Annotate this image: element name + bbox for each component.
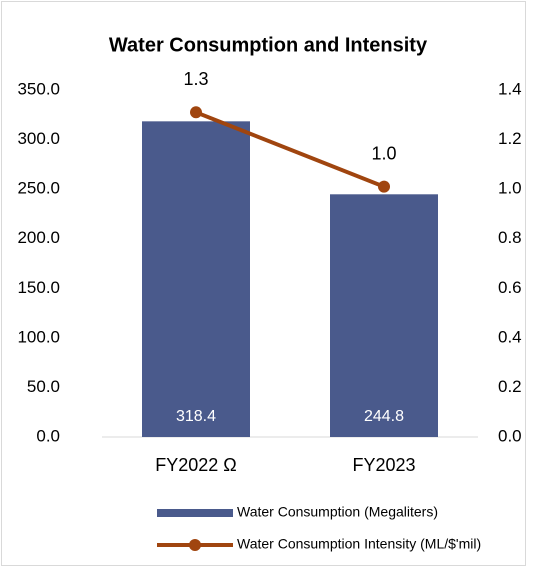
y-tick-label: 0.0 — [36, 426, 60, 445]
bar-value-label: 244.8 — [364, 408, 404, 425]
chart-title: Water Consumption and Intensity — [109, 34, 428, 56]
x-tick-label: FY2023 — [352, 455, 415, 475]
y2-tick-label: 1.4 — [498, 79, 522, 98]
y-tick-label: 200.0 — [17, 228, 60, 247]
line-marker — [378, 180, 390, 193]
legend-marker — [189, 539, 201, 551]
y2-tick-label: 0.8 — [498, 228, 522, 247]
y2-tick-label: 0.0 — [498, 426, 522, 445]
y-tick-label: 350.0 — [17, 79, 60, 98]
y2-tick-label: 0.2 — [498, 377, 522, 396]
legend-label: Water Consumption Intensity (ML/$'mil) — [237, 536, 481, 552]
legend-swatch — [157, 509, 233, 517]
line-value-label: 1.3 — [183, 69, 208, 89]
y2-tick-label: 0.6 — [498, 278, 522, 297]
chart-border — [1, 1, 526, 566]
bar — [142, 121, 250, 438]
legend-label: Water Consumption (Megaliters) — [237, 504, 438, 520]
y-tick-label: 50.0 — [27, 377, 60, 396]
y-tick-label: 100.0 — [17, 327, 60, 346]
y2-tick-label: 0.4 — [498, 327, 522, 346]
line-value-label: 1.0 — [371, 143, 396, 163]
bar — [330, 194, 438, 437]
y-tick-label: 250.0 — [17, 179, 60, 198]
y-tick-label: 300.0 — [17, 129, 60, 148]
x-tick-label: FY2022 Ω — [155, 455, 237, 475]
y2-tick-label: 1.2 — [498, 129, 522, 148]
line-marker — [190, 106, 202, 119]
y2-tick-label: 1.0 — [498, 179, 522, 198]
y-tick-label: 150.0 — [17, 278, 60, 297]
line — [195, 110, 385, 189]
bar-value-label: 318.4 — [176, 408, 216, 425]
